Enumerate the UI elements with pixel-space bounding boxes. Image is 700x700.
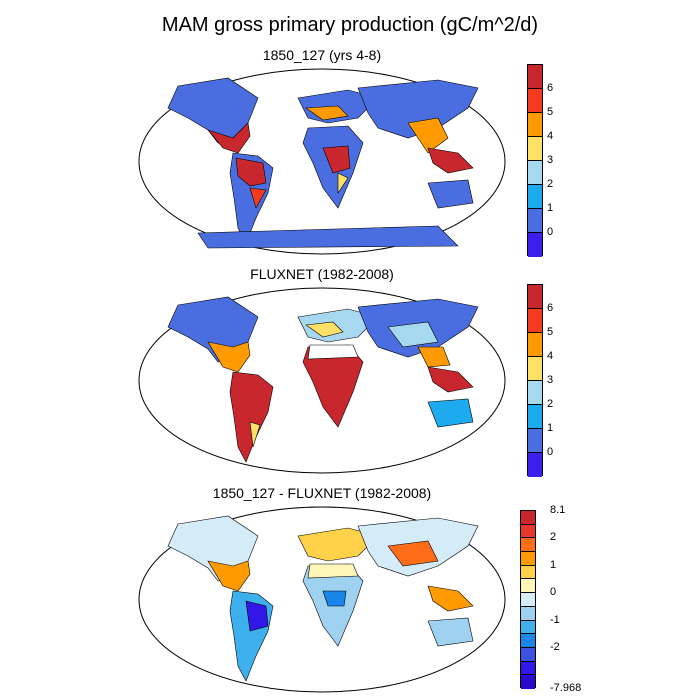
- colorbar-swatch: [528, 233, 542, 257]
- colorbar-swatch: [528, 309, 542, 333]
- colorbar-swatch: [528, 453, 542, 477]
- colorbar-tick-label: -7.968: [550, 682, 582, 694]
- map-model-gpp: [138, 68, 506, 255]
- colorbar-tick-label: 5: [547, 106, 554, 118]
- colorbar-swatch: [528, 113, 542, 137]
- colorbar-tick-label: 8.1: [550, 504, 566, 516]
- colorbar-swatch: [528, 137, 542, 161]
- colorbar-tick-label: 4: [547, 130, 554, 142]
- colorbar-swatch: [528, 381, 542, 405]
- colorbar-tick-label: -2: [550, 640, 560, 653]
- colorbar-tick-label: 3: [547, 374, 554, 386]
- colorbar-swatch: [521, 675, 535, 689]
- colorbar-swatch: [528, 357, 542, 381]
- colorbar-swatch: [528, 333, 542, 357]
- map-difference-gpp: [138, 506, 506, 693]
- colorbar-tick-label: 1: [547, 422, 554, 434]
- colorbar-tick-label: 2: [547, 398, 554, 410]
- colorbar-swatch: [521, 565, 535, 580]
- colorbar-swatch: [528, 161, 542, 185]
- colorbar-swatch: [521, 634, 535, 648]
- panel-title-model: 1850_127 (yrs 4-8): [262, 47, 382, 63]
- colorbar-tick-label: 0: [547, 226, 554, 238]
- colorbar-swatch: [521, 552, 535, 566]
- panel-title-fluxnet: FLUXNET (1982-2008): [250, 266, 394, 282]
- colorbar-tick-label: 0: [547, 446, 554, 458]
- colorbar-swatch: [521, 511, 535, 525]
- colorbar-tick-label: -1: [550, 613, 560, 626]
- colorbar-tick-label: 6: [547, 82, 554, 94]
- colorbar-swatch: [521, 647, 535, 662]
- colorbar-swatch: [528, 429, 542, 453]
- colorbar-fluxnet: [527, 284, 543, 477]
- colorbar-tick-label: 5: [547, 326, 554, 338]
- colorbar-swatch: [528, 185, 542, 209]
- colorbar-swatch: [528, 285, 542, 309]
- panel-title-difference: 1850_127 - FLUXNET (1982-2008): [212, 485, 432, 501]
- colorbar-tick-label: 1: [547, 202, 554, 214]
- figure-title: MAM gross primary production (gC/m^2/d): [161, 14, 539, 36]
- colorbar-swatch: [528, 405, 542, 429]
- colorbar-tick-label: 1: [550, 558, 557, 571]
- colorbar-tick-label: 6: [547, 302, 554, 314]
- colorbar-swatch: [521, 606, 535, 621]
- colorbar-tick-label: 2: [550, 531, 557, 544]
- colorbar-tick-label: 4: [547, 350, 554, 362]
- colorbar-swatch: [528, 65, 542, 89]
- colorbar-swatch: [521, 593, 535, 607]
- colorbar-swatch: [521, 661, 535, 676]
- colorbar-tick-label: 2: [547, 178, 554, 190]
- colorbar-swatch: [521, 620, 535, 635]
- colorbar-swatch: [528, 209, 542, 233]
- colorbar-swatch: [528, 89, 542, 113]
- colorbar-tick-label: 3: [547, 154, 554, 166]
- colorbar-swatch: [521, 538, 535, 553]
- colorbar-swatch: [521, 524, 535, 539]
- colorbar-swatch: [521, 579, 535, 594]
- colorbar-model: [527, 64, 543, 257]
- map-fluxnet-gpp: [138, 287, 506, 474]
- colorbar-difference: [520, 510, 536, 689]
- colorbar-tick-label: 0: [550, 586, 557, 599]
